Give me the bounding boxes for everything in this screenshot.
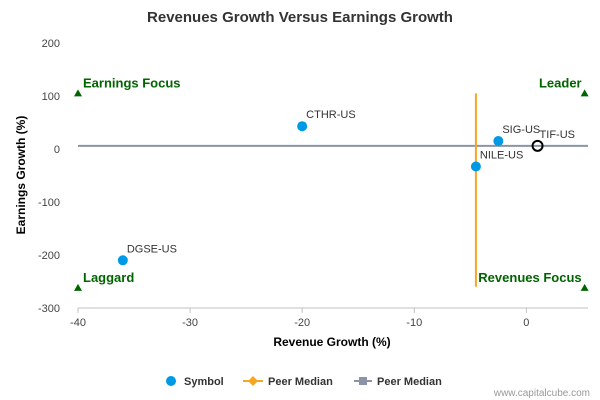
y-tick-label: 0: [54, 144, 60, 156]
quadrant-label: Earnings Focus: [83, 75, 181, 90]
legend-peer-median-x-marker-icon: [248, 376, 258, 386]
y-tick-label: 200: [42, 38, 60, 50]
data-point-label: SIG-US: [502, 124, 540, 136]
credit-text: www.capitalcube.com: [493, 388, 590, 399]
x-ticks: -40 -30 -20 -10 0: [70, 308, 529, 329]
peer-median-lines: [78, 93, 588, 287]
y-tick-label: 100: [42, 91, 60, 103]
legend-item-peer-median-x[interactable]: Peer Median: [243, 376, 333, 388]
data-point[interactable]: [470, 161, 481, 172]
quadrant-label: Revenues Focus: [478, 270, 581, 285]
quadrant-triangle-icon: [74, 89, 82, 97]
data-points: CTHR-US DGSE-US SIG-US NILE-US TIF-US: [117, 109, 575, 266]
y-ticks: -300 -200 -100 0 100 200: [38, 38, 60, 315]
x-axis-title: Revenue Growth (%): [273, 335, 390, 349]
highlight-point[interactable]: [531, 139, 544, 152]
quadrant-label: Laggard: [83, 270, 134, 285]
data-point[interactable]: [493, 136, 504, 147]
data-point[interactable]: [297, 121, 308, 132]
quadrant-labels: Earnings Focus Leader Laggard Revenues Focu…: [74, 75, 589, 291]
data-point[interactable]: [117, 255, 128, 266]
y-tick-label: -100: [38, 197, 60, 209]
data-point-label: CTHR-US: [306, 109, 356, 121]
x-tick-label: -40: [70, 317, 86, 329]
highlight-point-label: TIF-US: [540, 129, 575, 141]
legend-symbol-dot-icon: [166, 376, 176, 386]
x-tick-label: 0: [523, 317, 529, 329]
x-tick-label: -30: [182, 317, 198, 329]
quadrant-triangle-icon: [580, 283, 589, 291]
legend-label-peer-median-x: Peer Median: [268, 376, 333, 388]
y-tick-label: -200: [38, 250, 60, 262]
legend-label-peer-median-y: Peer Median: [377, 376, 442, 388]
quadrant-label: Leader: [539, 75, 582, 90]
quadrant-triangle-icon: [580, 89, 589, 97]
y-axis-title: Earnings Growth (%): [14, 116, 28, 235]
legend: Symbol Peer Median Peer Median: [166, 376, 442, 388]
data-point-label: DGSE-US: [127, 243, 177, 255]
legend-item-symbol[interactable]: Symbol: [166, 376, 224, 388]
chart-title: Revenues Growth Versus Earnings Growth: [147, 9, 453, 26]
data-point-label: NILE-US: [480, 149, 523, 161]
quadrant-triangle-icon: [74, 283, 82, 291]
legend-label-symbol: Symbol: [184, 376, 224, 388]
x-tick-label: -20: [294, 317, 310, 329]
y-tick-label: -300: [38, 303, 60, 315]
legend-peer-median-y-marker-icon: [359, 377, 367, 385]
x-tick-label: -10: [406, 317, 422, 329]
legend-item-peer-median-y[interactable]: Peer Median: [354, 376, 442, 388]
